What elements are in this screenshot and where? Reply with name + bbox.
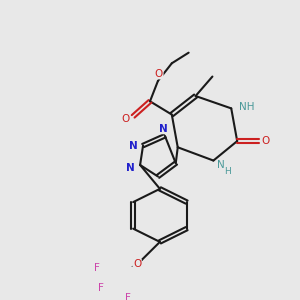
Text: N: N xyxy=(218,160,225,170)
Text: O: O xyxy=(133,259,141,269)
Text: O: O xyxy=(121,114,129,124)
Text: O: O xyxy=(262,136,270,146)
Text: O: O xyxy=(155,69,163,79)
Text: NH: NH xyxy=(239,103,255,112)
Text: N: N xyxy=(160,124,168,134)
Text: F: F xyxy=(98,283,103,293)
Text: N: N xyxy=(129,140,137,151)
Text: N: N xyxy=(126,163,135,172)
Text: F: F xyxy=(94,263,99,273)
Text: H: H xyxy=(224,167,231,176)
Text: F: F xyxy=(125,292,131,300)
